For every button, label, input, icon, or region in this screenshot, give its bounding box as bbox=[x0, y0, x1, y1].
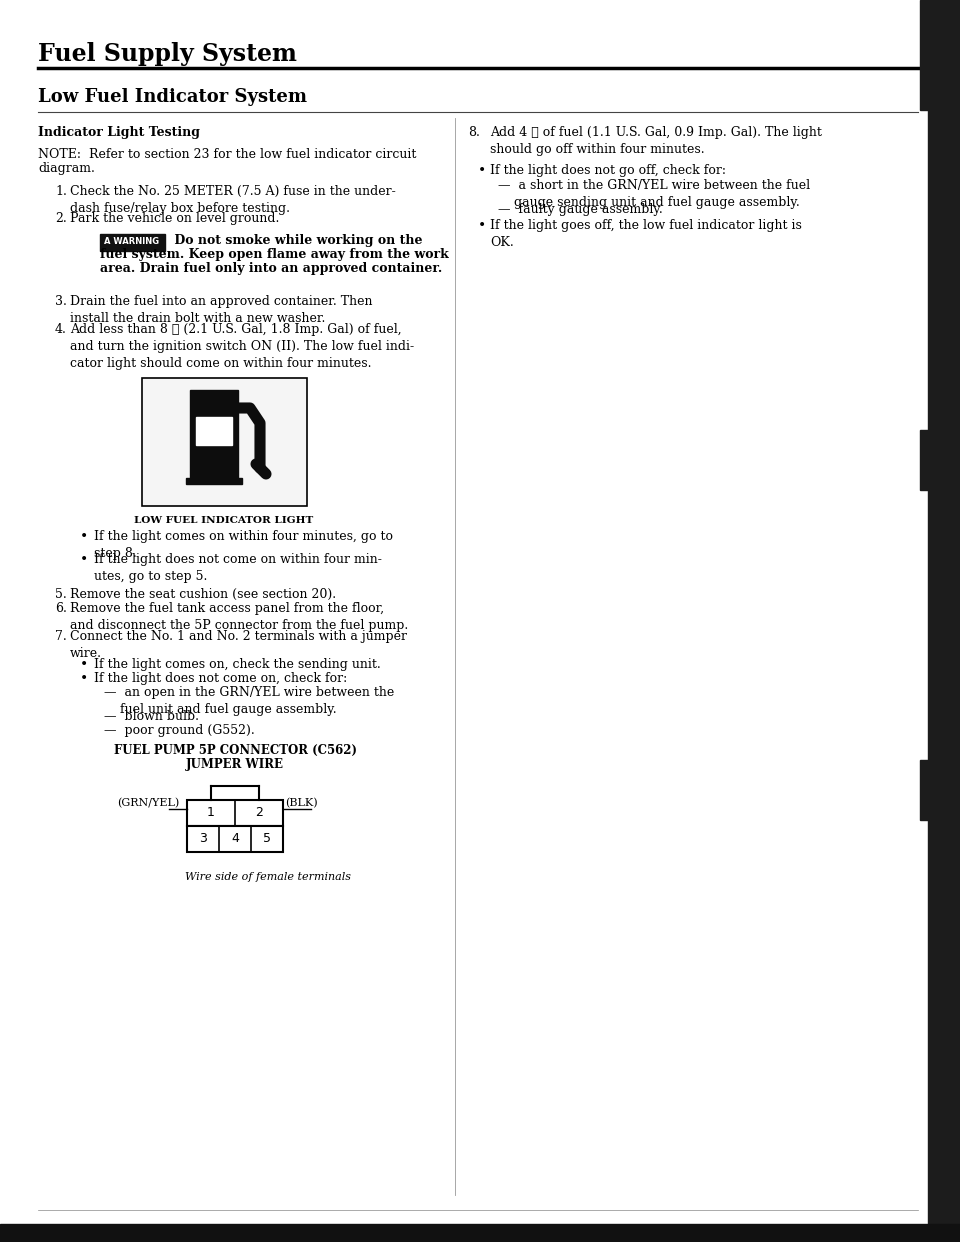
Bar bbox=[920, 760, 960, 820]
Bar bbox=[187, 826, 283, 852]
Text: If the light goes off, the low fuel indicator light is
OK.: If the light goes off, the low fuel indi… bbox=[490, 219, 802, 248]
Text: —  an open in the GRN/YEL wire between the
    fuel unit and fuel gauge assembly: — an open in the GRN/YEL wire between th… bbox=[104, 686, 395, 715]
Text: 2: 2 bbox=[255, 806, 263, 820]
Text: Remove the seat cushion (see section 20).: Remove the seat cushion (see section 20)… bbox=[70, 587, 336, 601]
Bar bbox=[920, 0, 960, 111]
Text: area. Drain fuel only into an approved container.: area. Drain fuel only into an approved c… bbox=[100, 262, 443, 274]
Text: 3.: 3. bbox=[55, 296, 67, 308]
Bar bbox=[0, 1225, 960, 1242]
Bar bbox=[928, 0, 960, 1242]
Text: If the light does not come on, check for:: If the light does not come on, check for… bbox=[94, 672, 348, 686]
Bar bbox=[920, 430, 960, 491]
Text: Low Fuel Indicator System: Low Fuel Indicator System bbox=[38, 88, 307, 106]
Text: •: • bbox=[80, 672, 88, 686]
Text: 6.: 6. bbox=[55, 602, 67, 615]
Text: (GRN/YEL): (GRN/YEL) bbox=[117, 799, 180, 809]
Text: •: • bbox=[80, 553, 88, 568]
Text: If the light comes on, check the sending unit.: If the light comes on, check the sending… bbox=[94, 658, 381, 671]
Text: Fuel Supply System: Fuel Supply System bbox=[38, 42, 297, 66]
Bar bbox=[142, 378, 307, 505]
Text: FUEL PUMP 5P CONNECTOR (C562): FUEL PUMP 5P CONNECTOR (C562) bbox=[113, 744, 356, 758]
Text: 1: 1 bbox=[207, 806, 215, 820]
Text: 11-186: 11-186 bbox=[90, 1225, 160, 1242]
Text: •: • bbox=[478, 219, 487, 233]
Text: Indicator Light Testing: Indicator Light Testing bbox=[38, 125, 200, 139]
Text: Drain the fuel into an approved container. Then
install the drain bolt with a ne: Drain the fuel into an approved containe… bbox=[70, 296, 372, 325]
Text: 2.: 2. bbox=[55, 212, 67, 225]
Text: fuel system. Keep open flame away from the work: fuel system. Keep open flame away from t… bbox=[100, 248, 448, 261]
Text: —  blown bulb.: — blown bulb. bbox=[104, 710, 199, 723]
Bar bbox=[187, 800, 283, 826]
Bar bbox=[100, 233, 165, 251]
Text: 7.: 7. bbox=[55, 630, 67, 643]
Text: carmanualsonline.info: carmanualsonline.info bbox=[630, 1228, 769, 1241]
Text: —  poor ground (G552).: — poor ground (G552). bbox=[104, 724, 254, 737]
Text: Add less than 8 ℓ (2.1 U.S. Gal, 1.8 Imp. Gal) of fuel,
and turn the ignition sw: Add less than 8 ℓ (2.1 U.S. Gal, 1.8 Imp… bbox=[70, 323, 414, 370]
Text: Remove the fuel tank access panel from the floor,
and disconnect the 5P connecto: Remove the fuel tank access panel from t… bbox=[70, 602, 408, 632]
Text: •: • bbox=[478, 164, 487, 178]
Text: Check the No. 25 METER (7.5 A) fuse in the under-
dash fuse/relay box before tes: Check the No. 25 METER (7.5 A) fuse in t… bbox=[70, 185, 396, 215]
Text: If the light comes on within four minutes, go to
step 8.: If the light comes on within four minute… bbox=[94, 530, 393, 560]
Text: Add 4 ℓ of fuel (1.1 U.S. Gal, 0.9 Imp. Gal). The light
should go off within fou: Add 4 ℓ of fuel (1.1 U.S. Gal, 0.9 Imp. … bbox=[490, 125, 822, 156]
Text: 4: 4 bbox=[231, 832, 239, 846]
Text: Connect the No. 1 and No. 2 terminals with a jumper
wire.: Connect the No. 1 and No. 2 terminals wi… bbox=[70, 630, 407, 660]
Text: —  faulty gauge assembly.: — faulty gauge assembly. bbox=[498, 202, 662, 216]
Text: 5.: 5. bbox=[55, 587, 67, 601]
Text: If the light does not come on within four min-
utes, go to step 5.: If the light does not come on within fou… bbox=[94, 553, 382, 582]
Text: Do not smoke while working on the: Do not smoke while working on the bbox=[170, 233, 422, 247]
Text: 5: 5 bbox=[263, 832, 271, 846]
Text: (BLK): (BLK) bbox=[285, 799, 318, 809]
Text: LOW FUEL INDICATOR LIGHT: LOW FUEL INDICATOR LIGHT bbox=[134, 515, 314, 525]
Bar bbox=[190, 390, 238, 479]
Text: •: • bbox=[80, 530, 88, 544]
Text: diagram.: diagram. bbox=[38, 161, 95, 175]
Text: Wire side of female terminals: Wire side of female terminals bbox=[185, 872, 351, 882]
Text: 3: 3 bbox=[199, 832, 207, 846]
Bar bbox=[196, 417, 232, 445]
Text: A WARNING: A WARNING bbox=[105, 237, 159, 246]
Text: 4.: 4. bbox=[55, 323, 67, 337]
Text: —  a short in the GRN/YEL wire between the fuel
    gauge sending unit and fuel : — a short in the GRN/YEL wire between th… bbox=[498, 179, 810, 209]
Text: 1.: 1. bbox=[55, 185, 67, 197]
Text: JUMPER WIRE: JUMPER WIRE bbox=[186, 758, 284, 771]
Text: NOTE:  Refer to section 23 for the low fuel indicator circuit: NOTE: Refer to section 23 for the low fu… bbox=[38, 148, 417, 161]
Text: 8.: 8. bbox=[468, 125, 480, 139]
Text: •: • bbox=[80, 658, 88, 672]
Text: Park the vehicle on level ground.: Park the vehicle on level ground. bbox=[70, 212, 279, 225]
Text: www.eman: www.eman bbox=[38, 1227, 95, 1237]
Bar bbox=[186, 478, 242, 484]
Text: If the light does not go off, check for:: If the light does not go off, check for: bbox=[490, 164, 726, 178]
